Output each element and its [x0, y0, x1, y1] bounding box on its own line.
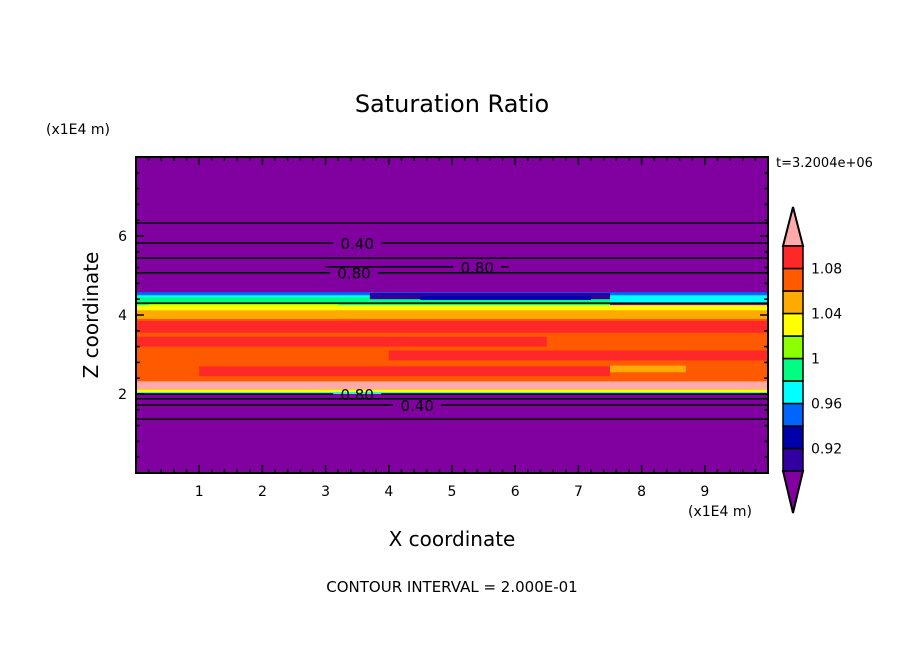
contour-band	[136, 310, 768, 321]
contour-label: 0.40	[340, 235, 373, 253]
x-tick-label: 3	[321, 484, 330, 500]
colorbar-under-triangle	[781, 470, 805, 514]
colorbar-box	[782, 312, 804, 337]
colorbar-box	[782, 425, 804, 450]
contour-band	[136, 336, 547, 347]
colorbar: 1.08 1.04 1 0.96 0.92	[781, 206, 842, 514]
x-unit-label: (x1E4 m)	[688, 504, 752, 520]
x-tick-label: 6	[511, 484, 520, 500]
x-tick-label: 9	[700, 484, 709, 500]
contour-band	[136, 381, 768, 390]
colorbar-box	[782, 380, 804, 405]
x-axis-label: X coordinate	[389, 527, 516, 551]
contour-band	[420, 296, 592, 300]
x-tick-label: 4	[384, 484, 393, 500]
y-tick-label: 2	[118, 387, 127, 403]
colorbar-label: 1	[811, 352, 820, 368]
y-tick-label: 4	[118, 308, 127, 324]
y-axis-label: Z coordinate	[79, 252, 103, 379]
y-tick-label: 6	[118, 229, 127, 245]
colorbar-box	[782, 357, 804, 382]
contour-label: 0.80	[340, 386, 373, 404]
colorbar-box	[782, 402, 804, 427]
x-tick-label: 7	[574, 484, 583, 500]
x-tick-label: 8	[637, 484, 646, 500]
colorbar-box	[782, 447, 804, 472]
contour-band	[388, 350, 768, 361]
contour-band	[610, 365, 686, 373]
x-tick-label: 5	[448, 484, 457, 500]
colorbar-over-triangle	[781, 206, 805, 247]
contour-band	[136, 320, 768, 333]
colorbar-label: 1.04	[811, 307, 842, 323]
contour-band	[136, 305, 768, 314]
time-label: t=3.2004e+06	[776, 156, 873, 171]
contour-label: 0.80	[337, 265, 370, 283]
contour-band	[199, 366, 610, 377]
chart-title: Saturation Ratio	[355, 90, 549, 118]
colorbar-label: 1.08	[811, 262, 842, 278]
colorbar-box	[782, 290, 804, 315]
x-tick-label: 2	[258, 484, 267, 500]
plot-area: 0.40 0.80 0.80 0.80 0.40 1 2 3 4 5 6 7 8 9 2 4 6	[118, 156, 769, 500]
contour-label: 0.40	[400, 397, 433, 415]
contour-band	[136, 297, 610, 306]
colorbar-box	[782, 245, 804, 270]
colorbar-box	[782, 335, 804, 360]
contour-band	[136, 389, 768, 393]
contour-band	[136, 392, 768, 394]
contour-interval-footer: CONTOUR INTERVAL = 2.000E-01	[326, 578, 577, 596]
colorbar-label: 0.92	[811, 442, 842, 458]
colorbar-box	[782, 267, 804, 292]
x-tick-label: 1	[195, 484, 204, 500]
contour-label: 0.80	[461, 259, 494, 277]
y-unit-label: (x1E4 m)	[46, 122, 110, 138]
colorbar-label: 0.96	[811, 397, 842, 413]
